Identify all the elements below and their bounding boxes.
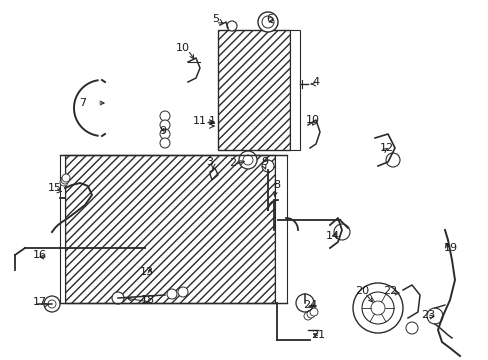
Circle shape — [405, 322, 417, 334]
Text: 11: 11 — [193, 116, 206, 126]
Circle shape — [426, 308, 442, 324]
Circle shape — [361, 292, 393, 324]
Text: 16: 16 — [33, 250, 47, 260]
Text: 21: 21 — [310, 330, 325, 340]
Text: 14: 14 — [325, 231, 339, 241]
Text: 10: 10 — [176, 43, 190, 53]
Text: 2: 2 — [229, 158, 236, 168]
Text: 15: 15 — [48, 183, 62, 193]
Circle shape — [304, 312, 311, 320]
Circle shape — [44, 296, 60, 312]
Text: 5: 5 — [212, 14, 219, 24]
Text: 3: 3 — [206, 157, 213, 167]
Text: 10: 10 — [305, 115, 319, 125]
Text: 17: 17 — [33, 297, 47, 307]
Circle shape — [160, 138, 170, 148]
Circle shape — [352, 283, 402, 333]
Text: 8: 8 — [273, 180, 280, 190]
Circle shape — [61, 176, 69, 184]
Circle shape — [309, 308, 317, 316]
Text: 19: 19 — [443, 243, 457, 253]
Bar — [65, 155, 274, 303]
Circle shape — [60, 178, 68, 186]
Circle shape — [48, 300, 56, 308]
Text: 7: 7 — [79, 98, 86, 108]
Bar — [274, 155, 286, 303]
Circle shape — [62, 174, 70, 182]
Text: 22: 22 — [382, 286, 396, 296]
Circle shape — [370, 301, 384, 315]
Circle shape — [226, 21, 237, 31]
Text: 1: 1 — [208, 116, 215, 126]
Bar — [218, 30, 289, 150]
Circle shape — [239, 151, 257, 169]
Text: 12: 12 — [379, 143, 393, 153]
Bar — [60, 155, 65, 303]
Text: 13: 13 — [140, 267, 154, 277]
Text: 6: 6 — [266, 14, 273, 24]
Circle shape — [306, 310, 314, 318]
Circle shape — [385, 153, 399, 167]
Text: 20: 20 — [354, 286, 368, 296]
Text: 18: 18 — [141, 295, 155, 305]
Text: 9: 9 — [159, 126, 166, 136]
Circle shape — [160, 120, 170, 130]
Circle shape — [178, 287, 187, 297]
Circle shape — [112, 292, 124, 304]
Circle shape — [262, 16, 273, 28]
Circle shape — [243, 155, 252, 165]
Circle shape — [167, 289, 177, 299]
Circle shape — [262, 160, 273, 172]
Text: 9: 9 — [261, 157, 268, 167]
Circle shape — [258, 12, 278, 32]
Text: 23: 23 — [420, 310, 434, 320]
Text: 4: 4 — [312, 77, 319, 87]
Text: 24: 24 — [302, 300, 317, 310]
Circle shape — [160, 129, 170, 139]
Bar — [289, 30, 299, 150]
Circle shape — [160, 111, 170, 121]
Circle shape — [333, 224, 349, 240]
